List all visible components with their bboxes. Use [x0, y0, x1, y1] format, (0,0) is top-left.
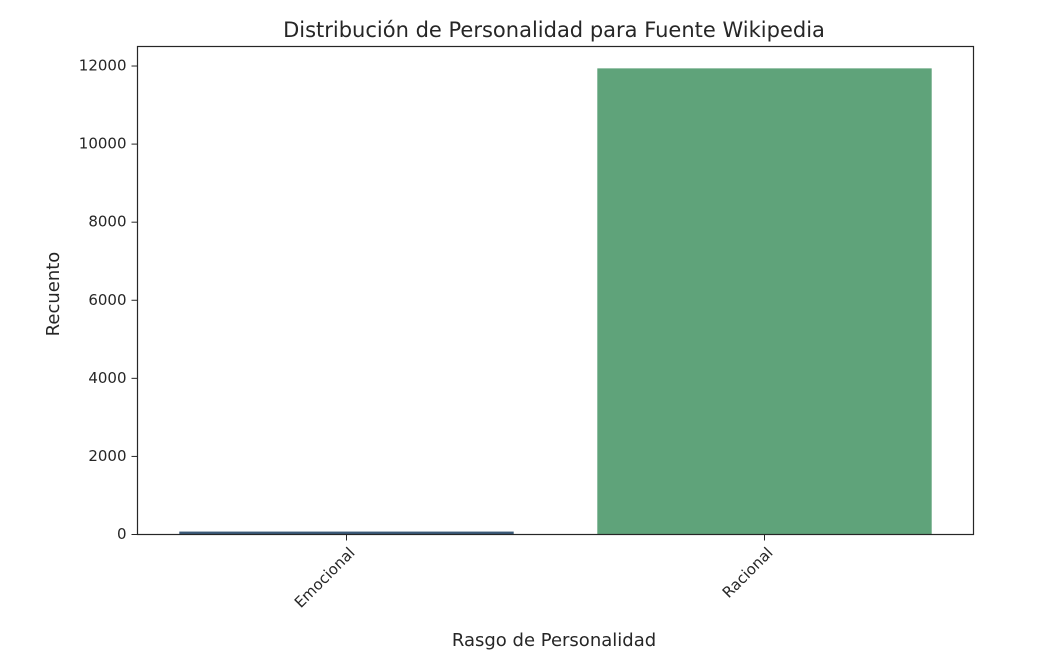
y-axis-label: Recuento	[43, 252, 64, 337]
y-tick-label: 2000	[88, 447, 126, 465]
plot-frame	[136, 45, 975, 536]
y-axis: 0 2000 4000 6000 8000 10000 12000	[79, 57, 138, 543]
bar-emocional	[179, 531, 514, 535]
y-tick-label: 8000	[88, 213, 126, 231]
y-tick-label: 12000	[79, 57, 127, 75]
x-tick-label: Emocional	[291, 544, 359, 612]
chart-title: Distribución de Personalidad para Fuente…	[283, 18, 825, 42]
x-tick-label: Racional	[719, 544, 777, 602]
y-tick-label: 6000	[88, 291, 126, 309]
y-tick-label: 10000	[79, 135, 127, 153]
y-tick-label: 0	[117, 525, 127, 543]
y-tick-label: 4000	[88, 369, 126, 387]
bars-group	[179, 68, 932, 535]
x-axis: Emocional Racional	[291, 534, 777, 612]
x-axis-label: Rasgo de Personalidad	[452, 630, 656, 651]
bar-racional	[597, 68, 932, 535]
